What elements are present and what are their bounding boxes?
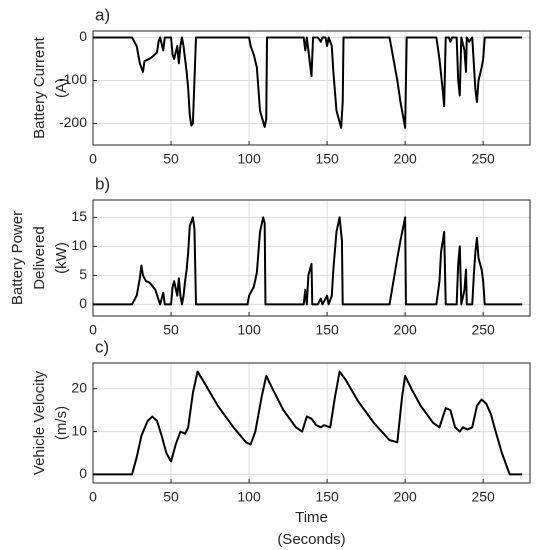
y-tick-label: 10 (71, 237, 87, 253)
plot-area (93, 363, 530, 483)
y-axis-label: Battery Current (31, 36, 48, 139)
y-tick-label: 20 (71, 379, 87, 395)
y-tick-label: 0 (79, 28, 87, 44)
y-axis-label: (kW) (53, 242, 70, 274)
panel-label: c) (95, 337, 109, 356)
panel-label: a) (95, 5, 110, 24)
y-tick-label: 0 (79, 465, 87, 481)
y-axis-label: Delivered (31, 226, 48, 289)
x-tick-label: 200 (393, 151, 417, 167)
x-tick-label: 200 (393, 322, 417, 338)
axes-box (92, 362, 531, 484)
x-tick-label: 250 (471, 151, 495, 167)
y-tick-label: -100 (59, 71, 87, 87)
y-axis-label: Vehicle Velocity (31, 370, 48, 475)
y-axis-label: (m/s) (53, 406, 70, 440)
x-axis-label: (Seconds) (277, 531, 345, 548)
x-tick-label: 50 (163, 489, 179, 505)
y-tick-label: 5 (79, 266, 87, 282)
x-axis-label: Time (295, 509, 328, 526)
data-line (93, 370, 523, 476)
y-tick-label: 0 (79, 295, 87, 311)
x-tick-label: 50 (163, 151, 179, 167)
x-tick-label: 100 (237, 489, 261, 505)
y-tick-label: 10 (71, 422, 87, 438)
y-axis-label: (A) (53, 78, 70, 98)
data-line (93, 216, 523, 306)
x-tick-label: 150 (315, 322, 339, 338)
panel-label: b) (95, 174, 110, 193)
x-tick-label: 50 (163, 322, 179, 338)
x-tick-label: 150 (315, 489, 339, 505)
x-tick-label: 150 (315, 151, 339, 167)
axes-box (92, 30, 531, 146)
x-tick-label: 200 (393, 489, 417, 505)
x-tick-label: 0 (89, 151, 97, 167)
y-axis-label: Battery Power (9, 211, 26, 305)
axes-box (92, 199, 531, 317)
x-tick-label: 0 (89, 322, 97, 338)
x-tick-label: 100 (237, 151, 261, 167)
x-tick-label: 250 (471, 322, 495, 338)
x-tick-label: 100 (237, 322, 261, 338)
x-tick-label: 250 (471, 489, 495, 505)
data-line (93, 36, 523, 129)
y-tick-label: -200 (59, 114, 87, 130)
y-tick-label: 15 (71, 208, 87, 224)
x-tick-label: 0 (89, 489, 97, 505)
